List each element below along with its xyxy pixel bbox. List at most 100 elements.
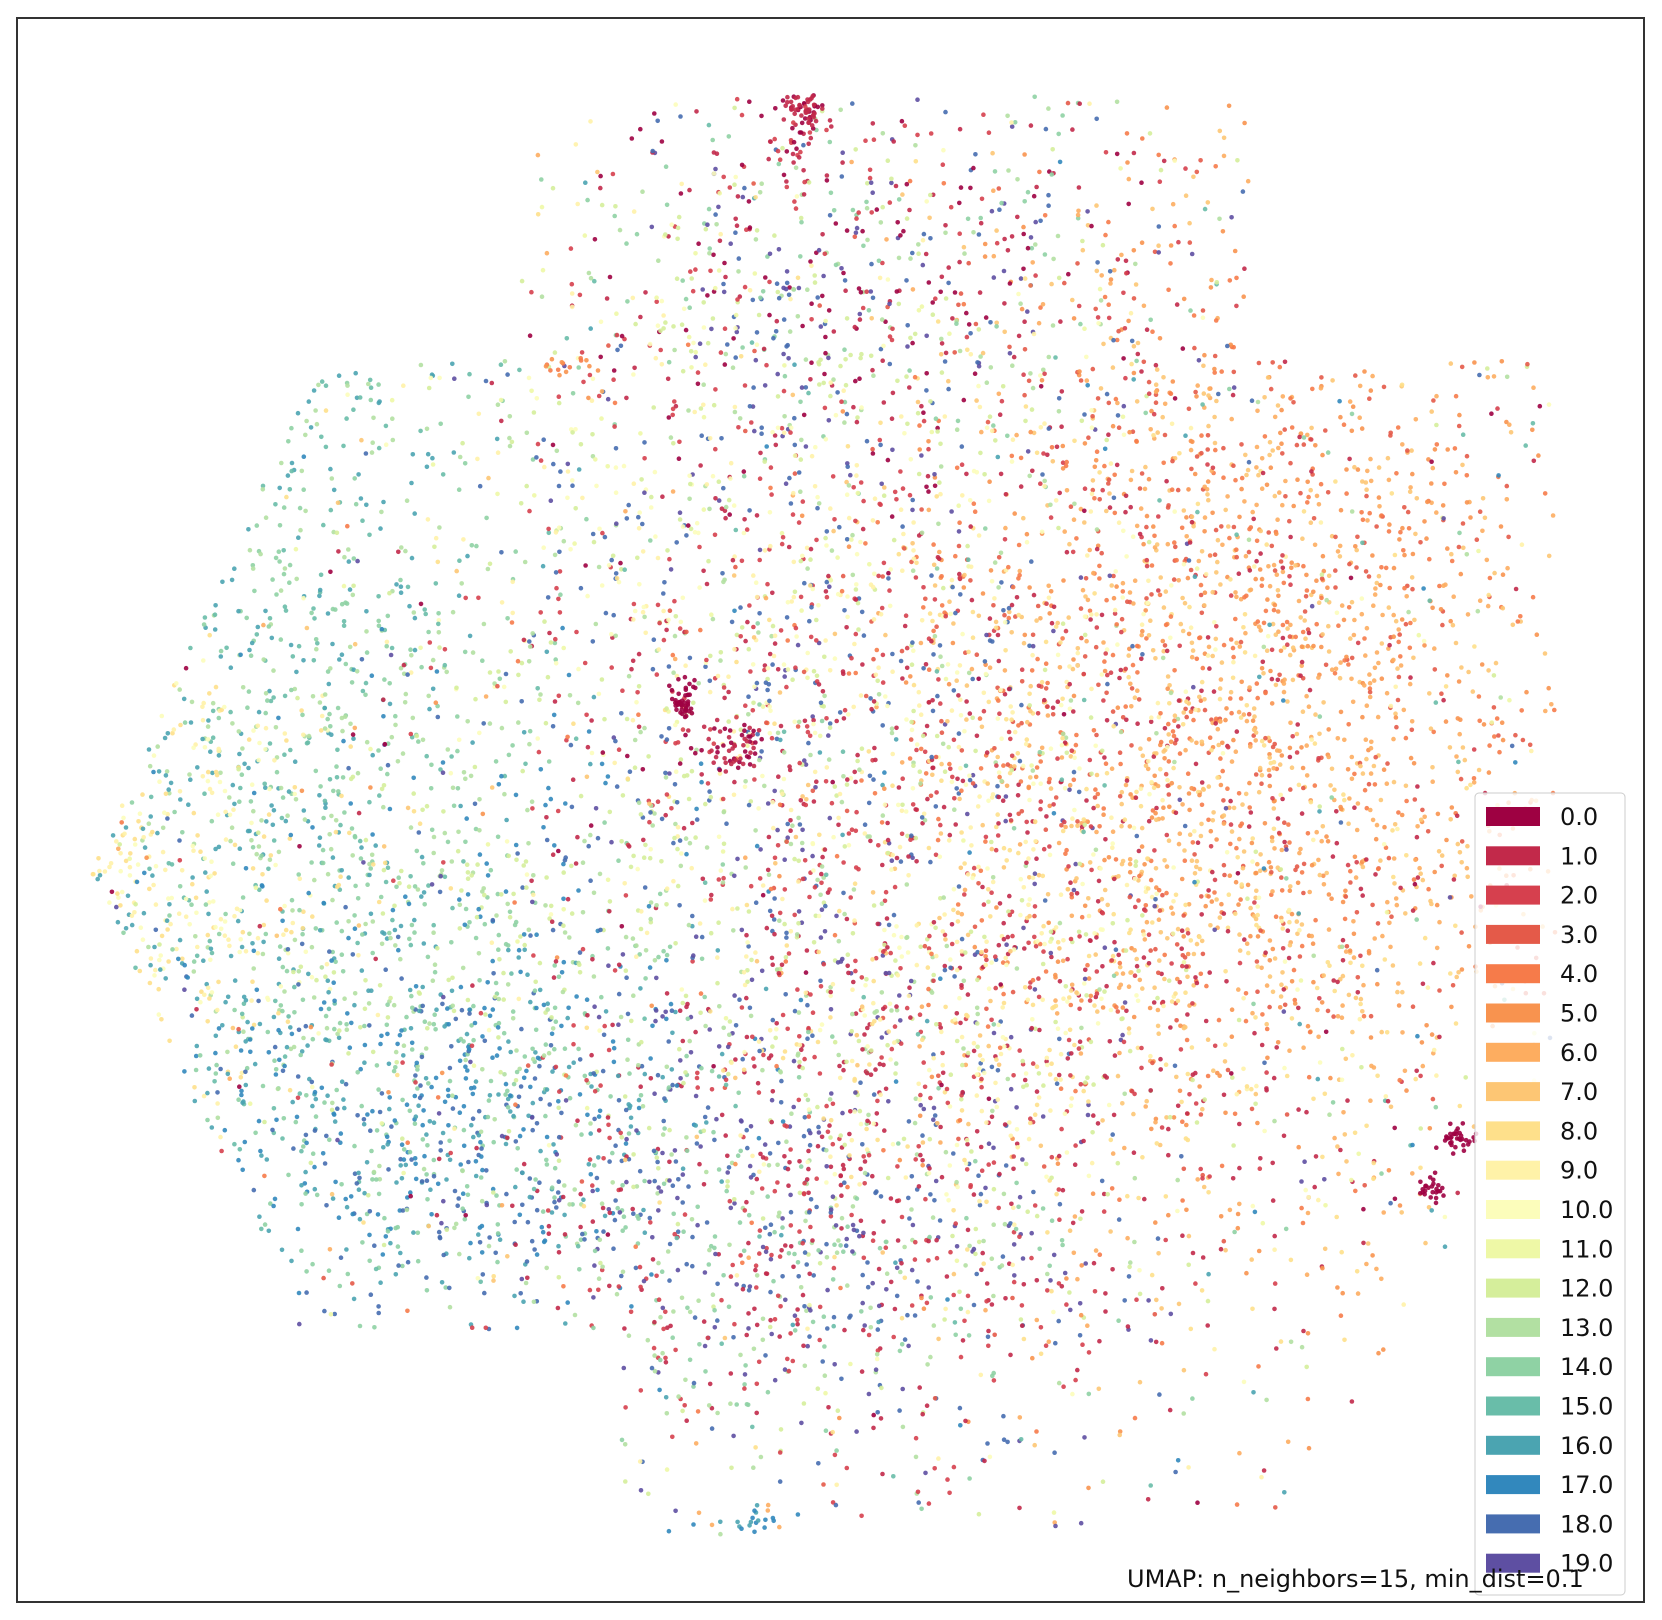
scatter-point bbox=[625, 1057, 630, 1062]
scatter-point bbox=[1352, 854, 1358, 860]
scatter-point bbox=[1414, 1068, 1419, 1074]
scatter-point bbox=[230, 782, 236, 788]
scatter-point bbox=[1432, 869, 1437, 875]
scatter-point bbox=[701, 382, 706, 388]
scatter-point bbox=[1186, 406, 1192, 412]
scatter-point bbox=[1100, 1005, 1106, 1010]
scatter-point bbox=[325, 611, 331, 616]
scatter-point bbox=[1229, 759, 1235, 764]
scatter-point bbox=[272, 1044, 278, 1050]
scatter-point bbox=[1439, 863, 1444, 869]
scatter-point bbox=[1289, 565, 1294, 571]
scatter-point bbox=[450, 905, 455, 911]
scatter-point bbox=[1234, 729, 1240, 734]
scatter-point bbox=[1392, 881, 1397, 886]
scatter-point bbox=[443, 1285, 449, 1290]
scatter-point bbox=[147, 886, 152, 892]
scatter-point bbox=[351, 667, 357, 672]
scatter-point bbox=[465, 892, 471, 897]
scatter-point bbox=[1401, 707, 1407, 713]
scatter-point bbox=[322, 726, 328, 731]
scatter-point bbox=[807, 894, 812, 900]
scatter-point bbox=[399, 1142, 405, 1147]
scatter-point bbox=[631, 853, 636, 859]
scatter-point bbox=[1322, 1177, 1327, 1182]
scatter-point bbox=[292, 984, 297, 990]
scatter-point bbox=[1182, 600, 1188, 606]
scatter-point bbox=[1287, 634, 1293, 639]
scatter-point bbox=[1350, 404, 1356, 410]
scatter-point bbox=[289, 425, 294, 431]
scatter-point bbox=[1311, 1096, 1316, 1102]
scatter-point bbox=[1253, 772, 1259, 777]
scatter-point bbox=[786, 951, 792, 956]
scatter-point bbox=[1199, 894, 1204, 899]
scatter-point bbox=[1191, 174, 1196, 180]
scatter-point bbox=[1337, 675, 1343, 681]
scatter-point bbox=[1124, 717, 1129, 723]
scatter-point bbox=[1140, 753, 1146, 758]
scatter-point bbox=[378, 1041, 383, 1047]
scatter-point bbox=[1225, 494, 1230, 499]
scatter-point bbox=[1247, 685, 1252, 690]
scatter-point bbox=[282, 752, 287, 757]
scatter-point bbox=[191, 959, 197, 964]
scatter-point bbox=[200, 736, 205, 742]
scatter-point bbox=[928, 1192, 933, 1197]
scatter-point bbox=[1156, 917, 1162, 922]
scatter-point bbox=[242, 761, 247, 767]
scatter-point bbox=[1137, 873, 1142, 879]
scatter-point bbox=[132, 910, 137, 915]
scatter-point bbox=[1139, 240, 1145, 245]
scatter-point bbox=[153, 902, 159, 907]
scatter-point bbox=[1288, 720, 1293, 726]
scatter-point bbox=[189, 1013, 195, 1018]
scatter-point bbox=[159, 933, 165, 939]
scatter-point bbox=[1324, 870, 1329, 876]
scatter-point bbox=[544, 1162, 550, 1167]
scatter-point bbox=[1292, 997, 1298, 1003]
scatter-point bbox=[298, 1052, 304, 1058]
scatter-point bbox=[1347, 399, 1353, 404]
scatter-point bbox=[439, 868, 445, 873]
scatter-point bbox=[1364, 756, 1369, 762]
scatter-point bbox=[1293, 634, 1298, 640]
scatter-point bbox=[400, 1136, 405, 1141]
scatter-point bbox=[1184, 714, 1189, 720]
scatter-point bbox=[1078, 575, 1084, 580]
scatter-point bbox=[430, 978, 436, 983]
scatter-point bbox=[1259, 965, 1264, 971]
scatter-point bbox=[477, 797, 482, 802]
scatter-point bbox=[1508, 430, 1514, 435]
scatter-point bbox=[263, 710, 269, 716]
scatter-point bbox=[1207, 970, 1212, 975]
scatter-point bbox=[1046, 583, 1051, 589]
scatter-point bbox=[250, 566, 256, 571]
scatter-point bbox=[1283, 494, 1288, 499]
scatter-point bbox=[626, 1131, 632, 1136]
scatter-point bbox=[304, 1269, 309, 1274]
scatter-point bbox=[361, 1121, 367, 1127]
scatter-point bbox=[118, 903, 123, 908]
scatter-point bbox=[1530, 594, 1536, 600]
scatter-point bbox=[1025, 309, 1030, 314]
scatter-point bbox=[367, 861, 372, 867]
scatter-point bbox=[416, 1008, 422, 1014]
scatter-point bbox=[956, 1136, 961, 1142]
scatter-point bbox=[1404, 853, 1409, 858]
scatter-point bbox=[135, 862, 141, 867]
scatter-point bbox=[255, 624, 261, 630]
scatter-point bbox=[1272, 1306, 1277, 1312]
scatter-point bbox=[1092, 496, 1097, 501]
scatter-point bbox=[907, 178, 913, 184]
scatter-point bbox=[1481, 722, 1487, 727]
scatter-point bbox=[732, 182, 737, 187]
scatter-point bbox=[476, 1232, 481, 1237]
scatter-point bbox=[1258, 528, 1263, 534]
scatter-point bbox=[1119, 861, 1125, 867]
scatter-point bbox=[1267, 773, 1272, 778]
scatter-point bbox=[1056, 275, 1062, 281]
scatter-point bbox=[216, 753, 222, 758]
scatter-point bbox=[380, 911, 386, 916]
scatter-point bbox=[1187, 807, 1192, 813]
